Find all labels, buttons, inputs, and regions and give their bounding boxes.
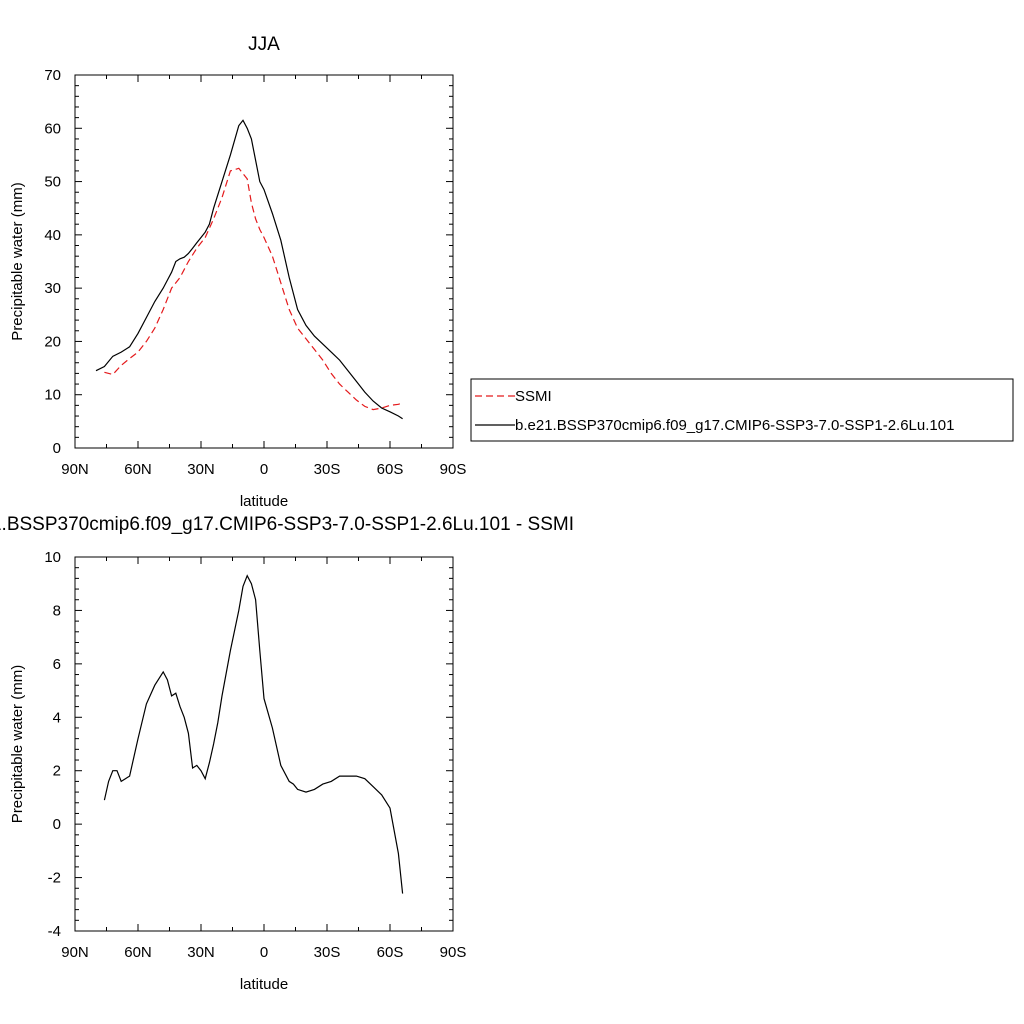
x-tick-label: 30N [187,461,215,478]
chart-title: JJA [248,34,280,55]
x-tick-label: 90N [61,944,89,961]
y-tick-label: -2 [48,870,61,887]
y-tick-label: 50 [44,174,61,191]
x-axis-label: latitude [240,976,288,993]
y-tick-label: 40 [44,227,61,244]
legend-entry: b.e21.BSSP370cmip6.f09_g17.CMIP6-SSP3-7.… [515,417,954,434]
y-tick-label: 4 [53,709,61,726]
plot-frame [74,556,454,932]
x-tick-label: 90S [440,944,467,961]
y-tick-label: 10 [44,387,61,404]
x-tick-label: 60N [124,461,152,478]
legend-entry: SSMI [515,388,552,405]
y-tick-label: 2 [53,763,61,780]
x-tick-label: 60S [377,461,404,478]
series-line-ssmi [104,167,403,411]
y-tick-label: 0 [53,440,61,457]
legend-box [470,378,1014,442]
x-tick-label: 30S [314,461,341,478]
plot-frame [74,74,454,449]
x-axis-label: latitude [240,493,288,510]
y-axis-label: Precipitable water (mm) [9,665,26,823]
x-tick-label: 30S [314,944,341,961]
x-tick-label: 0 [260,944,268,961]
y-tick-label: 0 [53,816,61,833]
y-tick-label: 70 [44,67,61,84]
series-line-model [95,119,403,420]
x-tick-label: 90S [440,461,467,478]
y-tick-label: 8 [53,602,61,619]
x-tick-label: 60S [377,944,404,961]
y-tick-label: 30 [44,280,61,297]
y-axis-label: Precipitable water (mm) [9,182,26,340]
x-tick-label: 0 [260,461,268,478]
bottom-panel-chart: b.e21.BSSP370cmip6.f09_g17.CMIP6-SSP3-7.… [0,514,574,993]
x-tick-label: 30N [187,944,215,961]
top-panel-chart: JJA 90N 60N 30N 0 30S 60S 90S 0 10 20 30 40 50 60 70 lat… [9,34,466,510]
x-tick-label: 60N [124,944,152,961]
series-line-difference [103,574,404,894]
x-tick-label: 90N [61,461,89,478]
y-tick-label: 10 [44,549,61,566]
y-tick-label: 60 [44,120,61,137]
chart-title: b.e21.BSSP370cmip6.f09_g17.CMIP6-SSP3-7.… [0,514,574,535]
y-tick-label: 20 [44,333,61,350]
legend: SSMI b.e21.BSSP370cmip6.f09_g17.CMIP6-SSP… [470,378,1014,442]
y-tick-label: -4 [48,923,61,940]
y-tick-label: 6 [53,656,61,673]
